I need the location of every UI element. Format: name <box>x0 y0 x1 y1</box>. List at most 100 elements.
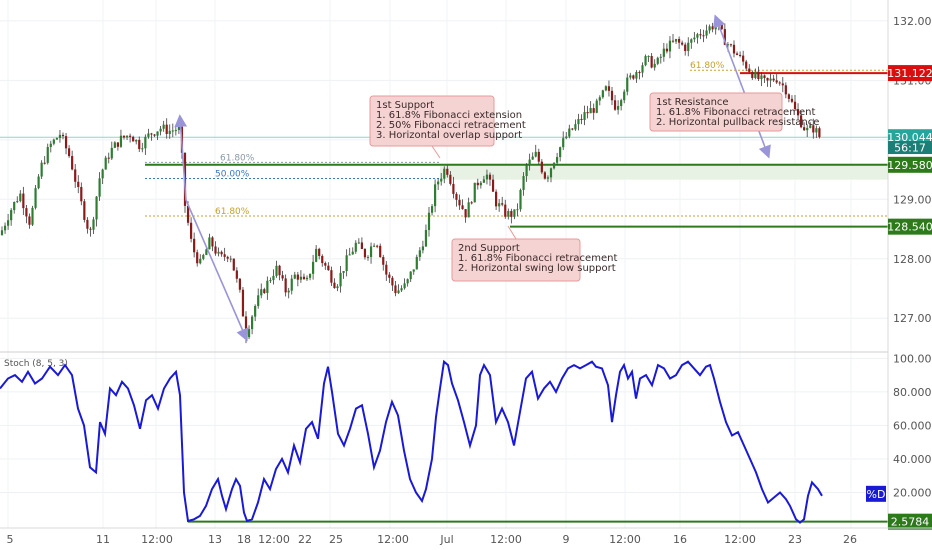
price-tag-label-countdown: 56:17 <box>894 142 926 155</box>
candle-body <box>495 191 498 207</box>
candle-body <box>284 278 287 293</box>
candle-body <box>104 157 107 170</box>
candle-body <box>382 257 385 265</box>
candle-body <box>7 220 10 226</box>
candle-body <box>22 193 25 209</box>
annotation-line: 2. Horizontal pullback resistance <box>656 117 819 128</box>
price-tag-label-support1: 129.580 <box>887 159 932 172</box>
swing-arrow-2 <box>713 14 771 159</box>
candle-body <box>613 100 617 110</box>
candle-body <box>598 97 601 101</box>
candle-body <box>513 209 516 217</box>
time-axis-tick: 16 <box>673 533 687 546</box>
candle-body <box>604 86 607 91</box>
candle-body <box>251 316 254 330</box>
candle-body <box>757 71 760 80</box>
time-axis-tick: 12:00 <box>258 533 290 546</box>
annotation-line: 1. 61.8% Fibonacci retracement <box>656 107 815 118</box>
candle-body <box>671 40 675 42</box>
swing-arrows <box>174 14 771 342</box>
candle-body <box>674 38 678 42</box>
candle-body <box>705 30 708 36</box>
candle-body <box>735 53 739 55</box>
candle-body <box>223 254 226 257</box>
time-axis-tick: 12:00 <box>724 533 756 546</box>
candle-body <box>592 108 595 113</box>
annotation-line: 1st Resistance <box>656 97 729 108</box>
candle-body <box>537 151 540 162</box>
candle-body <box>714 24 717 30</box>
candle-body <box>653 63 656 68</box>
candle-body <box>595 100 598 113</box>
candle-body <box>543 172 546 179</box>
candle-body <box>49 143 52 148</box>
candle-body <box>552 162 556 169</box>
candle-body <box>373 245 376 247</box>
candle-body <box>13 202 16 211</box>
candle-body <box>601 90 604 98</box>
candle-body <box>3 225 7 231</box>
candle-body <box>732 44 736 54</box>
candle-body <box>458 199 461 206</box>
price-tag-label-resistance: 131.122 <box>887 67 932 80</box>
candle-body <box>607 86 611 91</box>
candle-body <box>662 48 665 57</box>
candle-body <box>327 265 330 271</box>
candle-body <box>754 71 757 79</box>
candle-body <box>620 100 623 107</box>
candle-body <box>635 72 638 79</box>
candle-body <box>366 256 370 258</box>
candle-body <box>190 222 193 239</box>
candle-body <box>729 44 733 46</box>
candle-body <box>510 210 513 217</box>
candle-body <box>10 210 13 221</box>
time-axis-tick: 5 <box>7 533 14 546</box>
candle-body <box>790 98 794 102</box>
candle-body <box>244 316 248 338</box>
candle-body <box>247 329 251 338</box>
candle-body <box>443 168 446 179</box>
candle-body <box>193 238 196 253</box>
candle-body <box>803 127 806 131</box>
candle-body <box>540 161 543 173</box>
candle-body <box>308 273 312 278</box>
candle-body <box>482 179 485 183</box>
candle-body <box>668 40 672 52</box>
candle-body <box>546 177 550 179</box>
candle-body <box>272 275 275 281</box>
candle-body <box>708 26 711 31</box>
candle-body <box>549 168 553 178</box>
annotation-line: 2nd Support <box>458 243 520 254</box>
time-axis-tick: 13 <box>208 533 222 546</box>
candle-body <box>122 135 126 138</box>
candle-body <box>132 136 135 142</box>
time-axis-tick: 12:00 <box>609 533 641 546</box>
time-axis[interactable]: 5 11 12:00 13 18 12:00 22 25 12:00 Jul 12:00 9 12:00… <box>7 533 858 546</box>
candle-body <box>238 278 241 290</box>
candle-body <box>336 286 339 289</box>
candle-body <box>77 181 80 187</box>
annotation-line: 1. 61.8% Fibonacci retracement <box>458 253 617 264</box>
candle-body <box>681 42 684 45</box>
candle-body <box>687 42 690 52</box>
candle-body <box>61 134 65 137</box>
stoch-axis-tick: 60.0000 <box>893 419 932 432</box>
time-axis-tick: 18 <box>237 533 251 546</box>
candle-body <box>775 80 778 83</box>
candle-body <box>312 261 315 274</box>
candle-body <box>275 265 278 276</box>
candle-body <box>199 258 202 264</box>
candle-body <box>339 272 342 287</box>
candle-body <box>455 193 458 200</box>
candle-body <box>196 252 199 264</box>
candle-body <box>452 183 455 194</box>
candle-body <box>208 237 211 250</box>
candle-body <box>796 109 800 116</box>
candle-body <box>220 251 223 255</box>
candle-body <box>751 71 754 79</box>
candle-body <box>147 133 150 137</box>
candle-body <box>449 174 452 184</box>
candle-body <box>159 128 162 132</box>
